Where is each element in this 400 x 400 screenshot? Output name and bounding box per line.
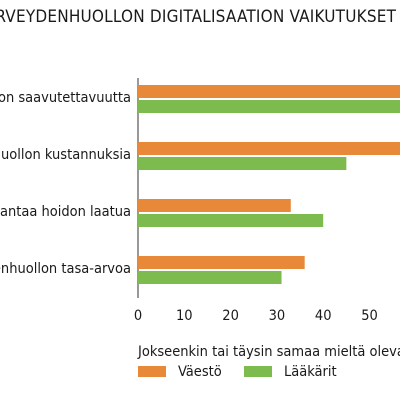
legend-swatch (244, 366, 272, 377)
x-tick-label: 50 (361, 308, 378, 324)
x-tick-label: 20 (222, 308, 239, 324)
x-tick-label: 40 (315, 308, 332, 324)
category-label: Vähentää terveydenhuollon kustannuksia (0, 147, 131, 163)
legend-swatch (138, 366, 166, 377)
category-label: Parantaa terveydenhuollon saavutettavuut… (0, 90, 131, 106)
x-tick-label: 0 (134, 308, 142, 324)
chart-title: TERVEYDENHUOLLON DIGITALISAATION VAIKUTU… (0, 7, 397, 27)
category-label: Parantaa hoidon laatua (0, 204, 131, 220)
x-tick-label: 10 (176, 308, 193, 324)
bar-vaesto (138, 256, 305, 269)
bar-laakarit (138, 271, 282, 284)
legend-label: Lääkärit (284, 364, 337, 380)
legend-label: Väestö (178, 364, 222, 380)
bar-vaesto (138, 199, 291, 212)
x-tick-label: 30 (269, 308, 286, 324)
bar-laakarit (138, 100, 400, 113)
x-axis-label: Jokseenkin tai täysin samaa mieltä oleva… (137, 344, 400, 360)
bar-vaesto (138, 142, 400, 155)
bar-laakarit (138, 157, 347, 170)
category-label: Lisää terveydenhuollon tasa-arvoa (0, 261, 131, 277)
bar-laakarit (138, 214, 324, 227)
bar-vaesto (138, 85, 400, 98)
